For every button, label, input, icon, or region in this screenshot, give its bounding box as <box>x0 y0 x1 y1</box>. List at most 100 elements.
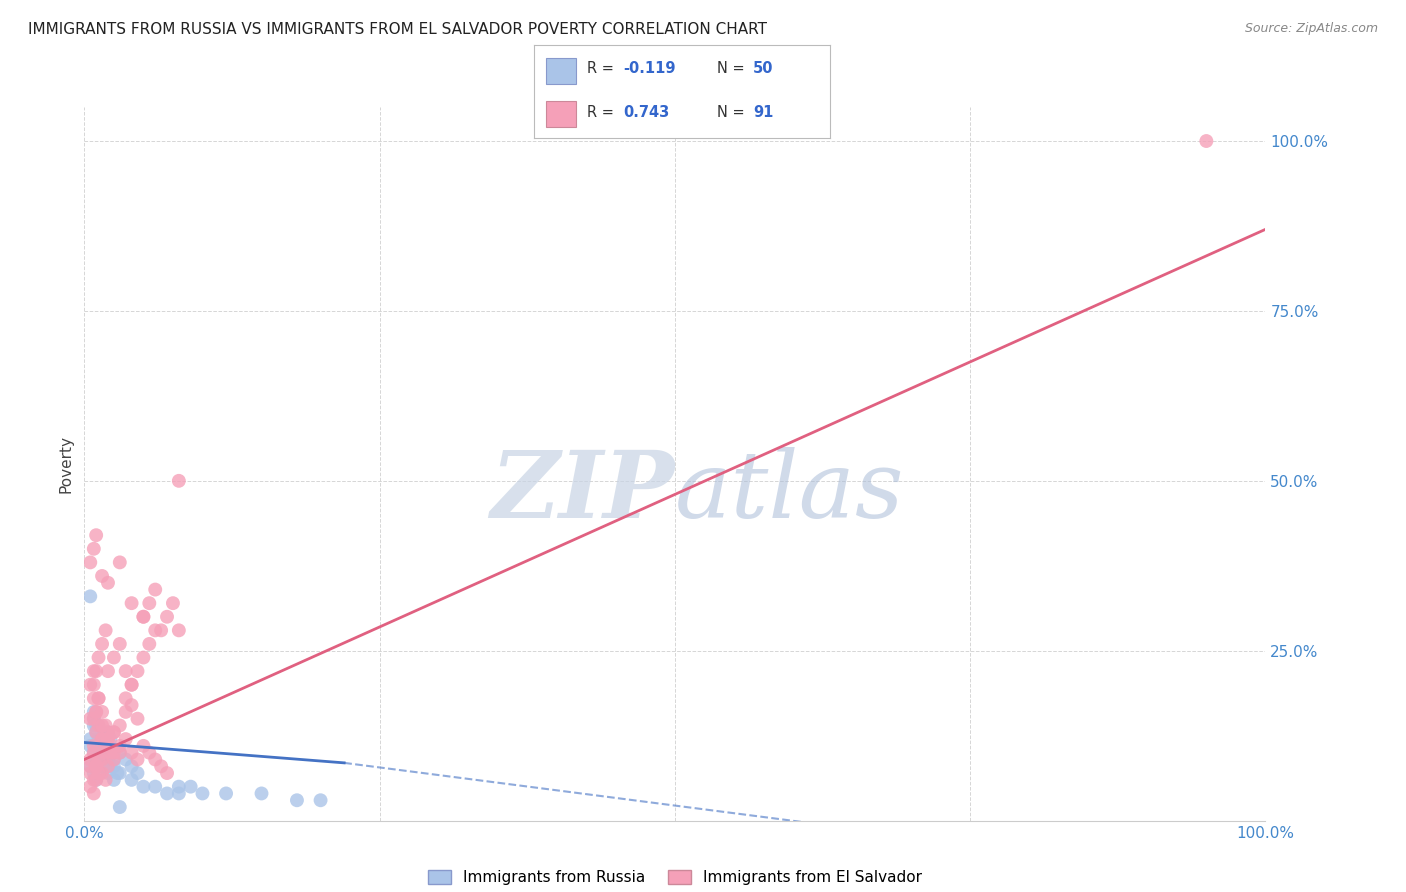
Point <box>97 575 120 590</box>
Point <box>138 596 160 610</box>
Text: atlas: atlas <box>675 448 904 537</box>
Point <box>97 766 120 780</box>
Point <box>83 712 105 726</box>
Point <box>114 752 136 766</box>
Text: ZIP: ZIP <box>491 448 675 537</box>
Point <box>132 650 155 665</box>
Point <box>162 596 184 610</box>
Point <box>94 739 117 753</box>
Point <box>103 752 125 766</box>
Point <box>108 746 131 760</box>
Point <box>127 712 149 726</box>
Point <box>84 759 107 773</box>
Point <box>94 624 117 638</box>
Bar <box>546 58 575 84</box>
Point <box>114 732 136 747</box>
Point <box>191 787 214 801</box>
Point <box>150 759 173 773</box>
Point <box>98 759 121 773</box>
Point <box>97 725 120 739</box>
Point <box>94 718 117 732</box>
Text: IMMIGRANTS FROM RUSSIA VS IMMIGRANTS FROM EL SALVADOR POVERTY CORRELATION CHART: IMMIGRANTS FROM RUSSIA VS IMMIGRANTS FRO… <box>28 22 768 37</box>
Text: N =: N = <box>717 62 749 77</box>
Point <box>79 732 101 747</box>
Point <box>97 752 120 766</box>
Point <box>84 752 107 766</box>
Point <box>87 691 110 706</box>
Point <box>156 787 179 801</box>
Point <box>138 637 160 651</box>
Point <box>83 772 105 787</box>
Point <box>91 752 114 766</box>
Point <box>83 712 105 726</box>
Point <box>94 746 117 760</box>
Point <box>167 624 190 638</box>
Point <box>91 637 114 651</box>
Point <box>127 766 149 780</box>
Point <box>121 596 143 610</box>
Point <box>156 766 179 780</box>
Point <box>91 759 114 773</box>
Point <box>94 746 117 760</box>
Bar <box>546 101 575 127</box>
Text: Source: ZipAtlas.com: Source: ZipAtlas.com <box>1244 22 1378 36</box>
Point <box>127 664 149 678</box>
Point <box>97 759 120 773</box>
Point <box>91 718 114 732</box>
Point <box>97 664 120 678</box>
Point <box>79 678 101 692</box>
Point <box>143 752 166 766</box>
Point <box>79 555 101 569</box>
Point <box>79 759 101 773</box>
Point <box>83 766 105 780</box>
Point <box>1195 134 1218 148</box>
Point <box>83 739 105 753</box>
Point <box>84 705 107 719</box>
Point <box>84 664 107 678</box>
Point <box>79 759 101 773</box>
Point <box>87 752 110 766</box>
Text: N =: N = <box>717 104 749 120</box>
Point <box>91 766 114 780</box>
Point <box>180 780 202 794</box>
Text: R =: R = <box>588 104 619 120</box>
Point <box>108 637 131 651</box>
Point <box>83 691 105 706</box>
Point <box>103 746 125 760</box>
Point <box>132 609 155 624</box>
Point <box>87 766 110 780</box>
Point <box>150 624 173 638</box>
Point <box>83 705 105 719</box>
Point <box>91 732 114 747</box>
Point <box>84 772 107 787</box>
Point <box>108 746 131 760</box>
Point <box>87 718 110 732</box>
Point <box>83 664 105 678</box>
Point <box>97 732 120 747</box>
Point <box>79 780 101 794</box>
Point <box>127 752 149 766</box>
Point <box>83 718 105 732</box>
Y-axis label: Poverty: Poverty <box>58 434 73 493</box>
Point <box>91 739 114 753</box>
Point <box>97 732 120 747</box>
Point <box>79 712 101 726</box>
Point <box>121 698 143 712</box>
Point <box>121 678 143 692</box>
Point <box>103 725 125 739</box>
Point <box>91 705 114 719</box>
Point <box>103 772 125 787</box>
Point <box>84 705 107 719</box>
Text: 50: 50 <box>752 62 773 77</box>
Point <box>114 705 136 719</box>
Point <box>114 691 136 706</box>
Point <box>83 746 105 760</box>
Point <box>250 787 273 801</box>
Point <box>114 664 136 678</box>
Point <box>94 772 117 787</box>
Point <box>103 759 125 773</box>
Point <box>98 746 121 760</box>
Point <box>83 787 105 801</box>
Point <box>87 718 110 732</box>
Point <box>143 624 166 638</box>
